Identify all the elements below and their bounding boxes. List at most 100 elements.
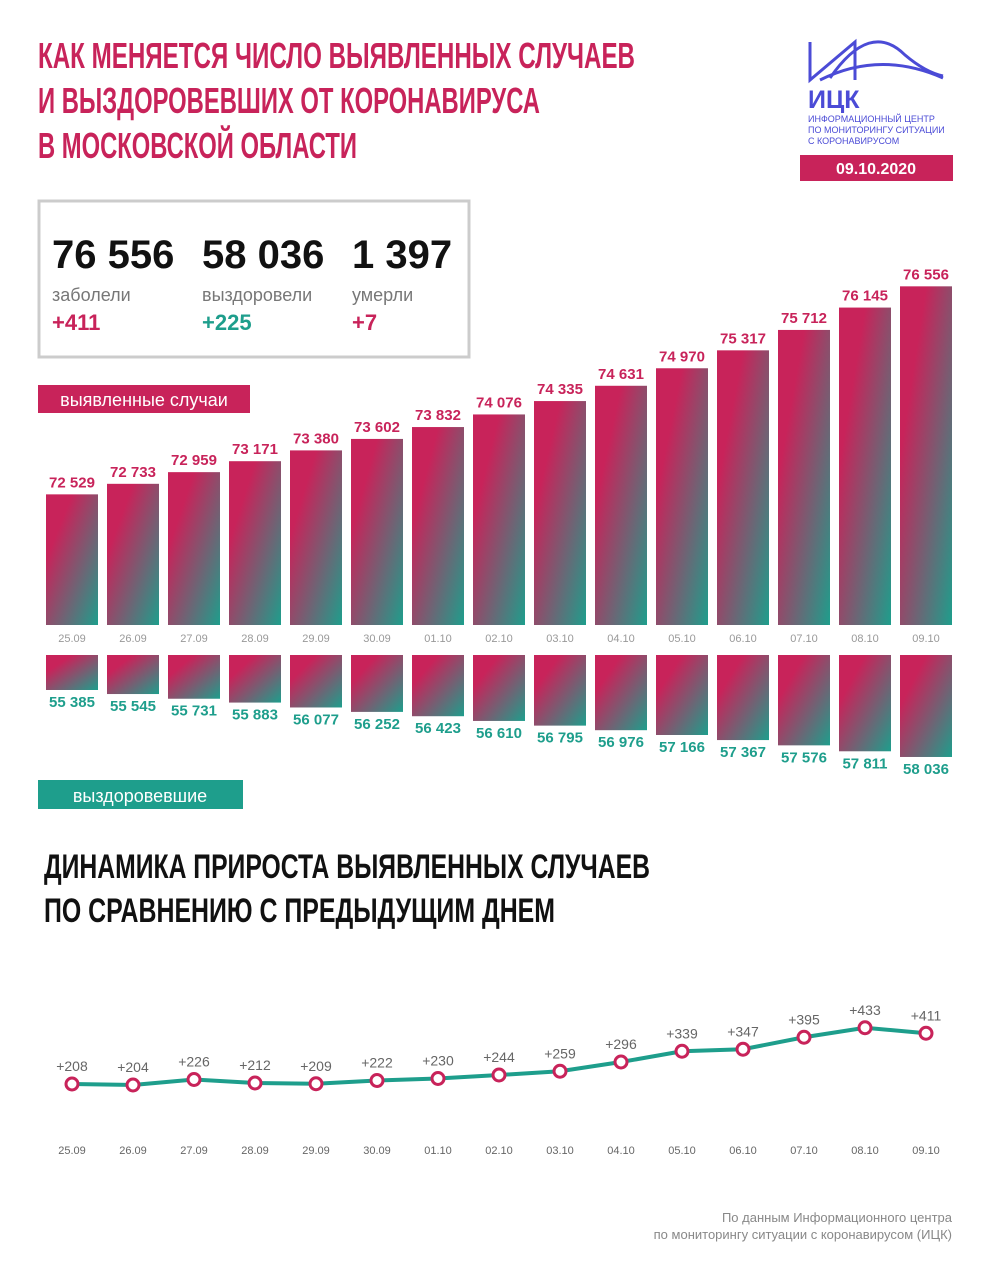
summary-label: заболели xyxy=(52,285,131,305)
bar xyxy=(290,655,342,708)
point xyxy=(735,1041,751,1057)
point xyxy=(491,1067,507,1083)
x-tick-label: 01.10 xyxy=(424,1145,452,1157)
x-tick-label: 05.10 xyxy=(668,1145,696,1157)
data-label: +395 xyxy=(788,1011,820,1027)
data-label: +244 xyxy=(483,1049,515,1065)
data-label: 56 423 xyxy=(415,720,461,737)
x-tick-label: 07.10 xyxy=(790,1145,818,1157)
bar xyxy=(656,655,708,735)
data-label: 75 712 xyxy=(781,310,827,327)
chart-title-line: ДИНАМИКА ПРИРОСТА ВЫЯВЛЕННЫХ СЛУЧАЕВ xyxy=(44,848,650,886)
data-label: 56 795 xyxy=(537,730,583,747)
bar xyxy=(717,655,769,741)
data-label: +347 xyxy=(727,1023,759,1039)
logo-subtitle-line: С КОРОНАВИРУСОМ xyxy=(808,136,899,146)
data-label: +339 xyxy=(666,1025,698,1041)
chart-title-line: ПО СРАВНЕНИЮ С ПРЕДЫДУЩИМ ДНЕМ xyxy=(44,892,555,930)
bar xyxy=(412,427,464,625)
data-label: 56 610 xyxy=(476,725,522,742)
x-tick-label: 06.10 xyxy=(729,1145,757,1157)
point xyxy=(125,1077,141,1093)
data-label: 56 252 xyxy=(354,716,400,733)
x-tick-label: 27.09 xyxy=(180,633,208,645)
data-label: +433 xyxy=(849,1002,881,1018)
data-label: 56 976 xyxy=(598,734,644,751)
summary-value: 58 036 xyxy=(202,233,324,277)
summary-value: 76 556 xyxy=(52,233,174,277)
bar xyxy=(595,655,647,731)
data-label: 55 883 xyxy=(232,707,278,724)
bar xyxy=(473,414,525,625)
x-tick-label: 06.10 xyxy=(729,633,757,645)
data-label: 73 602 xyxy=(354,419,400,436)
data-label: 55 385 xyxy=(49,694,95,711)
x-tick-label: 07.10 xyxy=(790,633,818,645)
title: КАК МЕНЯЕТСЯ ЧИСЛО ВЫЯВЛЕННЫХ СЛУЧАЕВ И … xyxy=(38,35,635,166)
x-tick-label: 09.10 xyxy=(912,633,940,645)
x-tick-label: 04.10 xyxy=(607,633,635,645)
date: 09.10.2020 xyxy=(836,161,916,178)
logo xyxy=(808,38,944,84)
data-label: +259 xyxy=(544,1045,576,1061)
x-tick-label: 29.09 xyxy=(302,633,330,645)
data-label: 76 556 xyxy=(903,266,949,283)
point xyxy=(552,1063,568,1079)
x-tick-label: 29.09 xyxy=(302,1145,330,1157)
summary-box xyxy=(37,199,471,359)
logo-subtitle-line: ИНФОРМАЦИОННЫЙ ЦЕНТР xyxy=(808,113,935,124)
data-label: 57 166 xyxy=(659,739,705,756)
x-tick-label: 01.10 xyxy=(424,633,452,645)
date-box xyxy=(800,155,953,181)
bar xyxy=(534,401,586,625)
x-tick-label: 30.09 xyxy=(363,1145,391,1157)
title-line: И ВЫЗДОРОВЕВШИХ ОТ КОРОНАВИРУСА xyxy=(38,80,540,121)
data-label: 72 733 xyxy=(110,464,156,481)
summary-label: умерли xyxy=(352,285,413,305)
x-tick-label: 03.10 xyxy=(546,633,574,645)
x-tick-label: 26.09 xyxy=(119,1145,147,1157)
point xyxy=(613,1054,629,1070)
data-label: 58 036 xyxy=(903,761,949,778)
bar xyxy=(778,655,830,746)
data-label: 74 631 xyxy=(598,366,644,383)
data-label: 55 545 xyxy=(110,698,156,715)
point xyxy=(369,1073,385,1088)
bar xyxy=(778,329,830,625)
data-label: 57 367 xyxy=(720,744,766,761)
data-label: 73 380 xyxy=(293,430,339,447)
legend-label: выявленные случаи xyxy=(60,390,228,410)
bar xyxy=(900,286,952,625)
data-label: 74 335 xyxy=(537,381,583,398)
footer: По данным Информационного центра по мони… xyxy=(654,1210,953,1242)
x-tick-label: 25.09 xyxy=(58,1145,86,1157)
summary-label: выздоровели xyxy=(202,285,312,305)
footer-line: По данным Информационного центра xyxy=(722,1210,953,1225)
data-label: +208 xyxy=(56,1058,88,1074)
data-label: +411 xyxy=(911,1007,942,1023)
x-tick-label: 08.10 xyxy=(851,633,879,645)
point xyxy=(796,1029,812,1045)
data-label: 56 077 xyxy=(293,711,339,728)
point xyxy=(674,1043,690,1059)
title-line: В МОСКОВСКОЙ ОБЛАСТИ xyxy=(38,124,357,166)
logo-subtitle-line: ПО МОНИТОРИНГУ СИТУАЦИИ xyxy=(808,125,945,135)
point xyxy=(430,1071,446,1086)
bar xyxy=(46,494,98,625)
bar xyxy=(229,461,281,625)
bar xyxy=(168,655,220,699)
bar xyxy=(412,655,464,717)
bar xyxy=(168,472,220,625)
x-tick-label: 04.10 xyxy=(607,1145,635,1157)
bar xyxy=(717,350,769,625)
x-tick-label: 03.10 xyxy=(546,1145,574,1157)
x-tick-label: 08.10 xyxy=(851,1145,879,1157)
data-label: 72 529 xyxy=(49,474,95,491)
logo-wave xyxy=(819,63,944,82)
x-tick-label: 05.10 xyxy=(668,633,696,645)
data-label: 73 171 xyxy=(232,441,278,458)
x-tick-label: 09.10 xyxy=(912,1145,940,1157)
x-tick-label: 28.09 xyxy=(241,1145,269,1157)
point xyxy=(186,1072,202,1087)
